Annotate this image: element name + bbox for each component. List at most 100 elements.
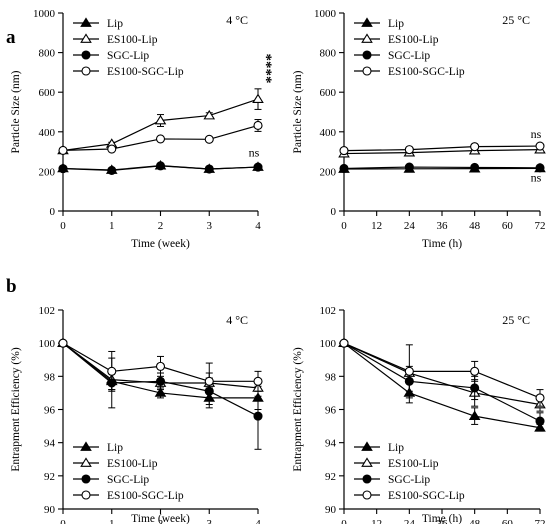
legend-marker — [80, 17, 92, 27]
y-tick-label: 98 — [325, 371, 337, 383]
x-tick-label: 3 — [207, 220, 213, 232]
data-point — [468, 410, 481, 420]
data-point — [107, 144, 117, 154]
x-tick-label: 12 — [371, 518, 382, 524]
legend-marker — [361, 441, 373, 451]
data-point — [252, 93, 264, 103]
chart-panel-a-right: 0 200 400 600 800 1000 0 12 24 36 48 60 72 Time (h) Pa… — [292, 8, 546, 250]
chart-panel-b-left: 90 92 94 96 98 100 102 0 1 2 3 4 Time (week) Entrapme… — [10, 305, 264, 524]
series-es100-sgc-lip — [339, 141, 545, 156]
legend-entry: ES100-SGC-Lip — [107, 66, 184, 78]
legend-marker — [80, 457, 92, 467]
x-tick-label: 36 — [437, 518, 449, 524]
data-point — [58, 164, 68, 174]
data-point — [535, 393, 545, 403]
y-tick-label: 800 — [320, 48, 337, 60]
condition-label: 4 °C — [226, 313, 248, 327]
legend-entry: ES100-SGC-Lip — [107, 490, 184, 502]
data-point — [535, 163, 545, 173]
legend-entry: ES100-Lip — [388, 458, 439, 470]
y-tick-label: 96 — [44, 405, 56, 417]
panel-label-b: b — [6, 276, 17, 297]
y-tick-label: 102 — [320, 305, 337, 317]
x-axis-label: Time (h) — [422, 238, 462, 250]
legend: Lip ES100-Lip SGC-Lip ES100-SGC-Lip — [73, 17, 184, 78]
x-tick-label: 1 — [109, 220, 115, 232]
legend-marker — [362, 66, 372, 76]
y-tick-label: 98 — [44, 371, 56, 383]
y-tick-label: 90 — [325, 504, 337, 516]
legend: Lip ES100-Lip SGC-Lip ES100-SGC-Lip — [354, 17, 465, 78]
chart-panel-b-right: 90 92 94 96 98 100 102 0 12 24 36 48 60 72 Time (h) Ent… — [292, 305, 546, 524]
data-point — [535, 141, 545, 151]
x-tick-label: 0 — [341, 518, 347, 524]
y-tick-label: 1000 — [33, 8, 56, 20]
series-es100-sgc-lip — [58, 338, 263, 401]
y-tick-label: 600 — [320, 87, 337, 99]
y-tick-label: 1000 — [314, 8, 337, 20]
y-tick-label: 92 — [44, 471, 55, 483]
x-tick-label: 0 — [60, 220, 66, 232]
x-axis-label: Time (week) — [131, 238, 190, 250]
x-tick-label: 12 — [371, 220, 382, 232]
data-point — [470, 366, 480, 376]
legend-marker — [362, 490, 372, 500]
y-tick-label: 100 — [320, 338, 337, 350]
data-point — [470, 162, 480, 172]
y-tick-label: 92 — [325, 471, 336, 483]
x-axis-label: Time (h) — [422, 513, 462, 524]
series-es100-lip — [57, 88, 264, 155]
y-axis-label: Particle Size (nm) — [10, 70, 22, 153]
legend-entry: Lip — [388, 442, 404, 454]
data-point — [339, 338, 349, 348]
data-point — [404, 162, 414, 172]
series-line — [343, 149, 541, 155]
chart-panel-a-left: 0 200 400 600 800 1000 0 1 2 3 4 Time (week) Particl… — [10, 8, 274, 250]
legend: Lip ES100-Lip SGC-Lip ES100-SGC-Lip — [73, 441, 184, 502]
x-tick-label: 4 — [255, 518, 261, 524]
legend-entry: ES100-Lip — [107, 34, 158, 46]
legend-marker — [80, 441, 92, 451]
x-tick-label: 60 — [502, 518, 514, 524]
legend-marker — [80, 33, 92, 43]
x-axis-label: Time (week) — [131, 513, 190, 524]
legend-entry: Lip — [107, 442, 123, 454]
legend-entry: Lip — [388, 18, 404, 30]
series-es100-lip — [338, 337, 546, 412]
data-point — [470, 383, 480, 393]
y-tick-label: 400 — [320, 127, 337, 139]
series-line — [343, 145, 541, 152]
data-point — [253, 120, 263, 131]
x-tick-label: 0 — [341, 220, 347, 232]
data-point — [155, 376, 166, 386]
data-point — [204, 376, 214, 386]
legend: Lip ES100-Lip SGC-Lip ES100-SGC-Lip — [354, 441, 465, 502]
data-point — [58, 338, 68, 348]
x-tick-label: 3 — [207, 518, 213, 524]
x-tick-label: 4 — [255, 220, 261, 232]
legend-marker — [81, 50, 91, 60]
series-line — [343, 342, 541, 429]
legend-entry: ES100-SGC-Lip — [388, 490, 465, 502]
legend-marker — [361, 33, 373, 43]
y-tick-label: 400 — [39, 127, 56, 139]
legend-entry: SGC-Lip — [388, 474, 430, 486]
data-point — [204, 164, 214, 174]
data-point — [339, 146, 349, 156]
legend-entry: SGC-Lip — [388, 50, 430, 62]
y-tick-label: 102 — [39, 305, 56, 317]
series-es100-sgc-lip — [339, 338, 545, 407]
significance-ns: ns — [249, 146, 260, 160]
series-sgc-lip — [58, 161, 263, 175]
x-tick-label: 24 — [404, 518, 416, 524]
legend-entry: ES100-SGC-Lip — [388, 66, 465, 78]
legend-entry: ES100-Lip — [388, 34, 439, 46]
x-tick-label: 2 — [158, 220, 164, 232]
condition-label: 4 °C — [226, 13, 248, 27]
legend-marker — [362, 50, 372, 60]
x-tick-label: 60 — [502, 220, 514, 232]
x-tick-label: 1 — [109, 518, 115, 524]
y-tick-label: 94 — [44, 438, 56, 450]
data-point — [155, 134, 166, 144]
y-axis-label: Particle Size (nm) — [292, 70, 304, 153]
